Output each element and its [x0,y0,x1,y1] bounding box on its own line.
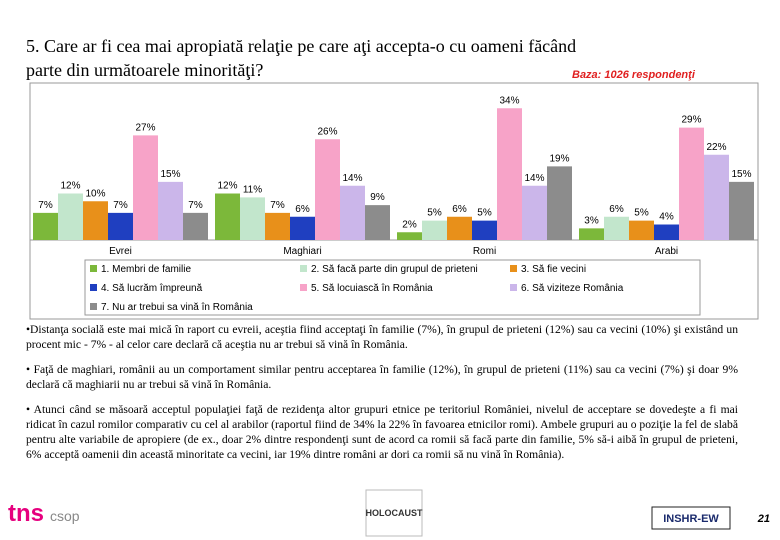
data-label: 15% [160,169,180,180]
legend-label: 7. Nu ar trebui sa vină în România [101,302,253,313]
data-label: 26% [317,126,337,137]
legend-swatch [510,284,517,291]
bar [365,205,390,240]
legend-label: 1. Membri de familie [101,264,191,275]
bar [83,201,108,240]
legend-swatch [90,284,97,291]
data-label: 2% [402,219,417,230]
logo-tns: tns [8,500,44,527]
bar [472,220,497,240]
bar [579,228,604,240]
bar [729,181,754,240]
bar [290,216,315,240]
bar [158,181,183,240]
legend-swatch [90,303,97,310]
chart-frame [29,82,759,320]
data-label: 9% [370,192,385,203]
bar [183,212,208,240]
bar [33,212,58,240]
bar [265,212,290,240]
bar [240,197,265,240]
x-tick-label: Romi [473,246,496,257]
data-label: 6% [609,204,624,215]
badge: INSHR-EW [663,513,719,525]
data-label: 5% [634,208,649,219]
bar [215,193,240,240]
paragraph: •Distanţa socială este mai mică în rapor… [26,323,738,351]
paragraph: • Atunci când se măsoară acceptul popula… [26,403,738,461]
legend-label: 2. Să facă parte din grupul de prieteni [311,264,478,275]
page-number: 21 [757,513,770,525]
bar [522,185,547,240]
legend-swatch [510,265,517,272]
bar [340,185,365,240]
data-label: 5% [477,208,492,219]
logo-box [365,489,423,537]
data-label: 6% [295,204,310,215]
data-label: 27% [135,122,155,133]
badge-box [651,506,731,530]
logo-csop: csop [50,508,80,524]
data-label: 10% [85,188,105,199]
bar [679,127,704,240]
data-label: 7% [113,200,128,211]
data-label: 6% [452,204,467,215]
paragraph: • Faţă de maghiari, românii au un compor… [26,363,738,391]
data-label: 22% [706,142,726,153]
bar [654,224,679,240]
legend-swatch [90,265,97,272]
data-label: 7% [188,200,203,211]
bar [704,154,729,240]
data-label: 14% [342,173,362,184]
legend-swatch [300,265,307,272]
data-label: 34% [499,95,519,106]
bar [447,216,472,240]
bar [315,139,340,240]
legend-label: 3. Să fie vecini [521,264,586,275]
bar [604,216,629,240]
bar [397,232,422,240]
x-tick-label: Arabi [655,246,678,257]
bar [497,108,522,240]
bar [422,220,447,240]
legend-label: 5. Să locuiască în România [311,283,433,294]
legend-label: 4. Să lucrăm împreună [101,283,203,294]
data-label: 11% [243,184,262,195]
data-label: 14% [524,173,544,184]
data-label: 29% [681,115,701,126]
data-label: 12% [217,181,237,192]
data-label: 4% [659,212,674,223]
data-label: 19% [549,153,569,164]
data-label: 7% [270,200,285,211]
bar [58,193,83,240]
x-tick-label: Maghiari [283,246,321,257]
text-body: •Distanţa socială este mai mică în rapor… [26,322,738,472]
legend-swatch [300,284,307,291]
logo-holocaust: HOLOCAUST [366,508,423,518]
chart-title: 5. Care ar fi cea mai apropiată relaţie … [26,36,577,80]
bar [547,166,572,240]
chart-subtitle: Baza: 1026 respondenţi [572,69,696,81]
data-label: 7% [38,200,53,211]
x-tick-label: Evrei [109,246,132,257]
legend-frame [84,259,701,316]
data-label: 3% [584,215,599,226]
legend-label: 6. Să viziteze România [521,283,624,294]
data-label: 5% [427,208,442,219]
bar [133,135,158,240]
data-label: 15% [731,169,751,180]
bar [108,212,133,240]
data-label: 12% [60,181,80,192]
bar [629,220,654,240]
